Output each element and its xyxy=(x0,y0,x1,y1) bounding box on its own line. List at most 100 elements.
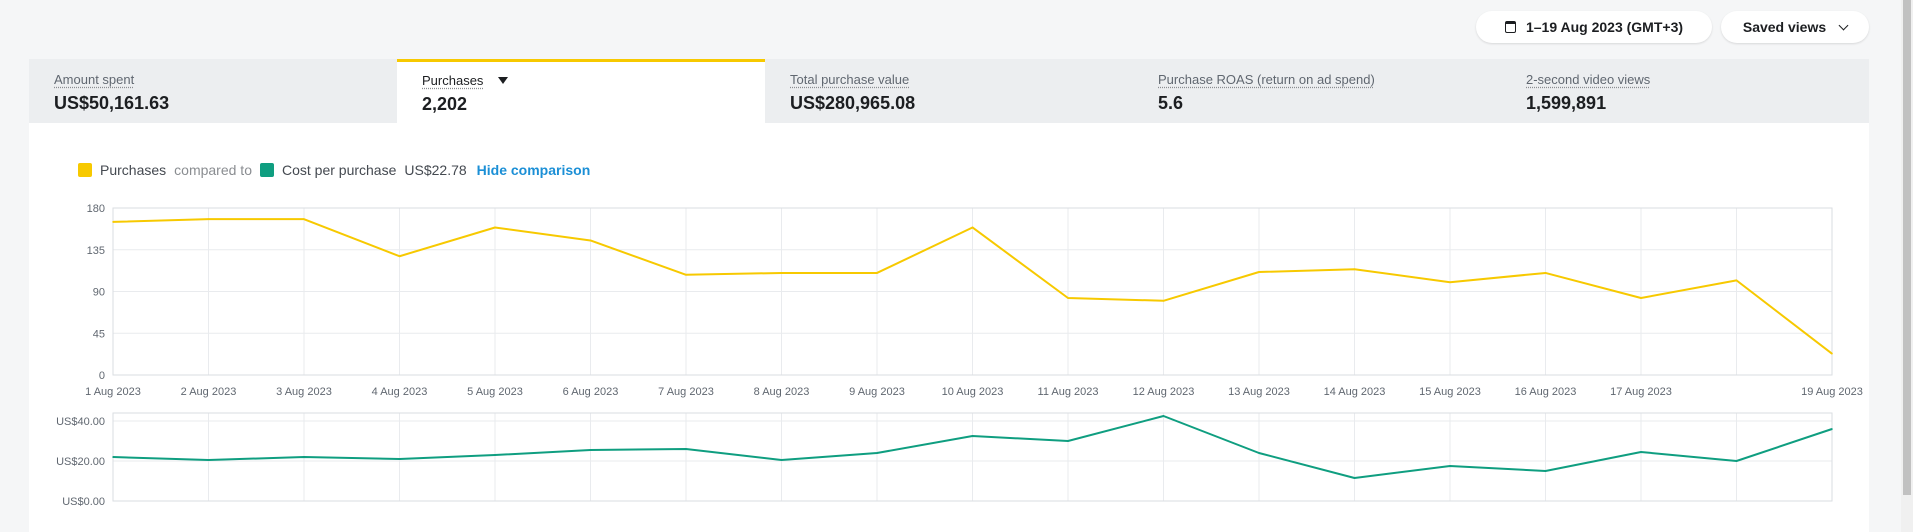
tab-label: Purchases xyxy=(422,73,484,88)
toolbar: 1–19 Aug 2023 (GMT+3) Saved views xyxy=(1476,11,1869,43)
tab-total-purchase-value[interactable]: Total purchase value US$280,965.08 xyxy=(765,59,1133,123)
tab-value: US$50,161.63 xyxy=(54,93,170,113)
x-tick-label: 15 Aug 2023 xyxy=(1419,386,1481,398)
x-tick-label: 6 Aug 2023 xyxy=(563,386,619,398)
calendar-icon xyxy=(1504,21,1516,33)
y-tick-label: 135 xyxy=(87,245,105,257)
cost-per-purchase-point xyxy=(1544,470,1547,472)
x-tick-label: 14 Aug 2023 xyxy=(1324,386,1386,398)
x-tick-label: 9 Aug 2023 xyxy=(849,386,905,398)
cost-per-purchase-point xyxy=(494,454,496,456)
saved-views-label: Saved views xyxy=(1742,19,1827,35)
tab-label: Amount spent xyxy=(54,72,135,87)
y-tick-label: US$40.00 xyxy=(56,416,105,428)
cost-per-purchase-point xyxy=(398,458,401,460)
date-range-label: 1–19 Aug 2023 (GMT+3) xyxy=(1525,19,1684,35)
tab-value: 5.6 xyxy=(1158,93,1184,113)
purchases-point xyxy=(1449,281,1451,284)
purchases-point xyxy=(303,218,305,220)
x-tick-label: 11 Aug 2023 xyxy=(1038,386,1099,398)
tab-value: 2,202 xyxy=(422,94,468,114)
purchases-point xyxy=(589,239,592,242)
purchases-swatch xyxy=(78,163,92,177)
purchases-point xyxy=(1831,352,1833,355)
y-tick-label: 90 xyxy=(93,287,105,299)
tab-video-views[interactable]: 2-second video views 1,599,891 xyxy=(1501,59,1869,123)
purchases-point xyxy=(1258,271,1260,273)
y-tick-label: US$0.00 xyxy=(62,496,105,508)
x-tick-label: 13 Aug 2023 xyxy=(1228,386,1290,398)
cost-per-purchase-point xyxy=(780,459,783,461)
cost-per-purchase-point xyxy=(971,435,974,437)
purchases-point xyxy=(1162,299,1165,302)
cost-per-purchase-point xyxy=(1353,477,1356,479)
cost-per-purchase-point xyxy=(1449,465,1451,467)
x-tick-label: 16 Aug 2023 xyxy=(1515,386,1577,398)
purchases-point xyxy=(207,218,210,220)
cost-per-purchase-point xyxy=(1162,415,1165,417)
tab-label: Purchase ROAS (return on ad spend) xyxy=(1158,72,1375,87)
tab-purchases[interactable]: Purchases 2,202 xyxy=(397,59,765,123)
cost-per-purchase-point xyxy=(1067,440,1069,442)
x-tick-label: 5 Aug 2023 xyxy=(467,386,523,398)
hide-comparison-link[interactable]: Hide comparison xyxy=(476,162,591,178)
y-tick-label: 45 xyxy=(93,328,105,340)
cost-per-purchase-point xyxy=(1735,460,1738,462)
purchases-point xyxy=(398,255,401,258)
cost-per-purchase-point xyxy=(303,456,305,458)
x-tick-label: 19 Aug 2023 xyxy=(1801,386,1863,398)
cost-per-purchase-point xyxy=(1831,428,1833,430)
tab-purchase-roas[interactable]: Purchase ROAS (return on ad spend) 5.6 xyxy=(1133,59,1501,123)
x-tick-label: 4 Aug 2023 xyxy=(372,386,428,398)
cost-per-purchase-point xyxy=(207,459,210,461)
purchases-point xyxy=(494,226,496,229)
scrollbar[interactable] xyxy=(1901,0,1913,532)
purchases-point xyxy=(1544,272,1547,274)
metric-tabs: Amount spent US$50,161.63 Purchases 2,20… xyxy=(29,59,1869,123)
purchases-point xyxy=(876,272,878,274)
x-tick-label: 7 Aug 2023 xyxy=(658,386,714,398)
x-tick-label: 12 Aug 2023 xyxy=(1133,386,1195,398)
x-tick-label: 8 Aug 2023 xyxy=(754,386,810,398)
purchases-point xyxy=(971,226,974,229)
purchases-point xyxy=(1640,297,1642,299)
x-tick-label: 1 Aug 2023 xyxy=(85,386,141,398)
x-tick-label: 3 Aug 2023 xyxy=(276,386,332,398)
caret-down-icon[interactable] xyxy=(497,77,508,84)
cost-per-purchase-point xyxy=(1258,452,1260,454)
tab-label: 2-second video views xyxy=(1526,72,1651,87)
cost-per-purchase-point xyxy=(876,452,878,454)
chart-panel xyxy=(29,59,1869,532)
cost-per-purchase-point xyxy=(112,456,114,458)
tab-label: Total purchase value xyxy=(790,72,910,87)
legend-compared-to: compared to xyxy=(174,162,252,178)
purchases-point xyxy=(685,274,687,276)
purchases-point xyxy=(1067,297,1069,299)
scrollbar-thumb[interactable] xyxy=(1903,0,1911,495)
legend-secondary-value: US$22.78 xyxy=(404,162,467,178)
chart-legend: Purchases compared to Cost per purchase … xyxy=(78,162,590,178)
y-tick-label: 180 xyxy=(87,203,105,215)
date-range-button[interactable]: 1–19 Aug 2023 (GMT+3) xyxy=(1476,11,1712,43)
saved-views-button[interactable]: Saved views xyxy=(1721,11,1869,43)
plot-frame xyxy=(112,207,1833,376)
tab-value: US$280,965.08 xyxy=(790,93,916,113)
cost-per-purchase-point xyxy=(1640,451,1642,453)
purchases-point xyxy=(1353,268,1356,271)
legend-secondary: Cost per purchase xyxy=(281,162,397,178)
purchases-point xyxy=(112,221,114,223)
x-tick-label: 17 Aug 2023 xyxy=(1610,386,1672,398)
x-tick-label: 10 Aug 2023 xyxy=(942,386,1004,398)
tab-value: 1,599,891 xyxy=(1526,93,1607,113)
y-tick-label: US$20.00 xyxy=(56,456,105,468)
purchases-point xyxy=(780,272,783,274)
cost-per-purchase-point xyxy=(589,449,592,451)
y-tick-label: 0 xyxy=(99,370,105,382)
purchases-point xyxy=(1735,279,1738,282)
cost-per-purchase-swatch xyxy=(259,163,274,177)
x-tick-label: 2 Aug 2023 xyxy=(181,386,237,398)
tab-amount-spent[interactable]: Amount spent US$50,161.63 xyxy=(29,59,397,123)
legend-primary: Purchases xyxy=(100,162,167,178)
cost-per-purchase-point xyxy=(685,448,687,450)
